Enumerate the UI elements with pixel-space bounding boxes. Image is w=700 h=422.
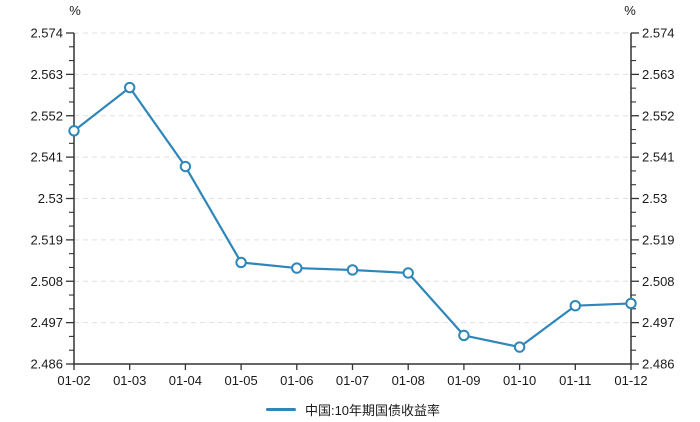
grid-lines [74, 32, 631, 324]
data-point-marker [513, 341, 526, 353]
y-tick-label: 2.486 [30, 357, 63, 372]
data-point-marker [346, 264, 359, 276]
y-tick-label: 2.552 [30, 108, 63, 123]
x-axis: 01-02 01-03 01-04 01-05 01-06 01-07 01-08 01-09… [57, 364, 648, 388]
series-markers [68, 81, 637, 353]
x-tick-label: 01-04 [169, 373, 202, 388]
series-line [72, 86, 633, 349]
legend-series-label: 中国:10年期国债收益率 [304, 403, 441, 418]
y-tick-label: 2.519 [642, 232, 675, 247]
y-tick-label: 2.519 [30, 232, 63, 247]
y-axis-left: 2.486 2.497 2.508 2.519 2.53 2.541 2.552 2.563 2… [30, 26, 74, 372]
data-point-marker [179, 160, 192, 173]
legend: 中国:10年期国债收益率 [265, 400, 441, 419]
y-tick-label: 2.497 [30, 315, 63, 330]
y-tick-label: 2.53 [642, 191, 667, 206]
data-point-marker [291, 262, 303, 274]
y-tick-label: 2.486 [642, 357, 675, 372]
data-point-marker [458, 329, 470, 342]
data-point-marker [569, 299, 581, 312]
x-tick-label: 01-10 [503, 373, 536, 388]
y-tick-label: 2.541 [642, 150, 675, 165]
x-tick-label: 01-06 [280, 373, 313, 388]
x-tick-label: 01-09 [447, 373, 480, 388]
y-tick-label: 2.563 [642, 67, 675, 82]
y-tick-label: 2.508 [30, 274, 63, 289]
y-tick-label: 2.53 [38, 191, 63, 206]
y-tick-label: 2.508 [642, 274, 675, 289]
x-tick-label: 01-11 [559, 373, 591, 388]
data-point-marker [625, 297, 637, 310]
y-tick-label: 2.563 [30, 67, 63, 82]
x-tick-label: 01-08 [392, 373, 425, 388]
y-tick-label: 2.552 [642, 108, 675, 123]
x-tick-label: 01-07 [336, 373, 369, 388]
x-tick-label: 01-05 [224, 373, 257, 388]
y-axis-right: 2.486 2.497 2.508 2.519 2.53 2.541 2.552 2.563 2… [631, 26, 675, 372]
x-tick-label: 01-03 [113, 373, 146, 388]
y-tick-label: 2.574 [30, 26, 63, 41]
plot-area: 2.486 2.497 2.508 2.519 2.53 2.541 2.552 2.563 2… [30, 26, 675, 389]
y-tick-label: 2.574 [642, 26, 675, 41]
x-tick-label: 01-02 [57, 373, 90, 388]
x-tick-label: 01-12 [614, 373, 647, 388]
data-point-marker [402, 267, 414, 279]
data-point-marker [68, 125, 80, 137]
legend-line-swatch [265, 408, 296, 411]
left-axis-unit-label: % [69, 3, 81, 18]
y-tick-label: 2.541 [30, 150, 63, 165]
data-point-marker [235, 256, 247, 269]
right-axis-unit-label: % [624, 3, 636, 18]
y-tick-label: 2.497 [642, 315, 675, 330]
data-point-marker [124, 81, 136, 94]
